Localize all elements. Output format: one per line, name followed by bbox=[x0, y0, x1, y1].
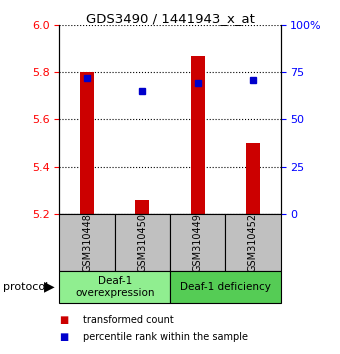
Text: ■: ■ bbox=[59, 315, 69, 325]
Bar bbox=[170, 214, 225, 271]
Bar bbox=[246, 143, 260, 214]
Text: GSM310449: GSM310449 bbox=[193, 213, 203, 272]
Text: Deaf-1 deficiency: Deaf-1 deficiency bbox=[180, 282, 271, 292]
Bar bbox=[170, 271, 280, 303]
Text: Deaf-1
overexpression: Deaf-1 overexpression bbox=[75, 276, 154, 298]
Bar bbox=[59, 271, 170, 303]
Bar bbox=[80, 72, 94, 214]
Bar bbox=[135, 200, 149, 214]
Bar bbox=[59, 214, 115, 271]
Text: protocol: protocol bbox=[3, 282, 49, 292]
Text: percentile rank within the sample: percentile rank within the sample bbox=[83, 332, 248, 342]
Text: GDS3490 / 1441943_x_at: GDS3490 / 1441943_x_at bbox=[86, 12, 254, 25]
Text: ■: ■ bbox=[59, 332, 69, 342]
Bar bbox=[225, 214, 280, 271]
Text: GSM310448: GSM310448 bbox=[82, 213, 92, 272]
Bar bbox=[115, 214, 170, 271]
Text: transformed count: transformed count bbox=[83, 315, 174, 325]
Text: ▶: ▶ bbox=[44, 280, 55, 294]
Bar bbox=[191, 56, 205, 214]
Text: GSM310452: GSM310452 bbox=[248, 213, 258, 272]
Text: GSM310450: GSM310450 bbox=[137, 213, 147, 272]
